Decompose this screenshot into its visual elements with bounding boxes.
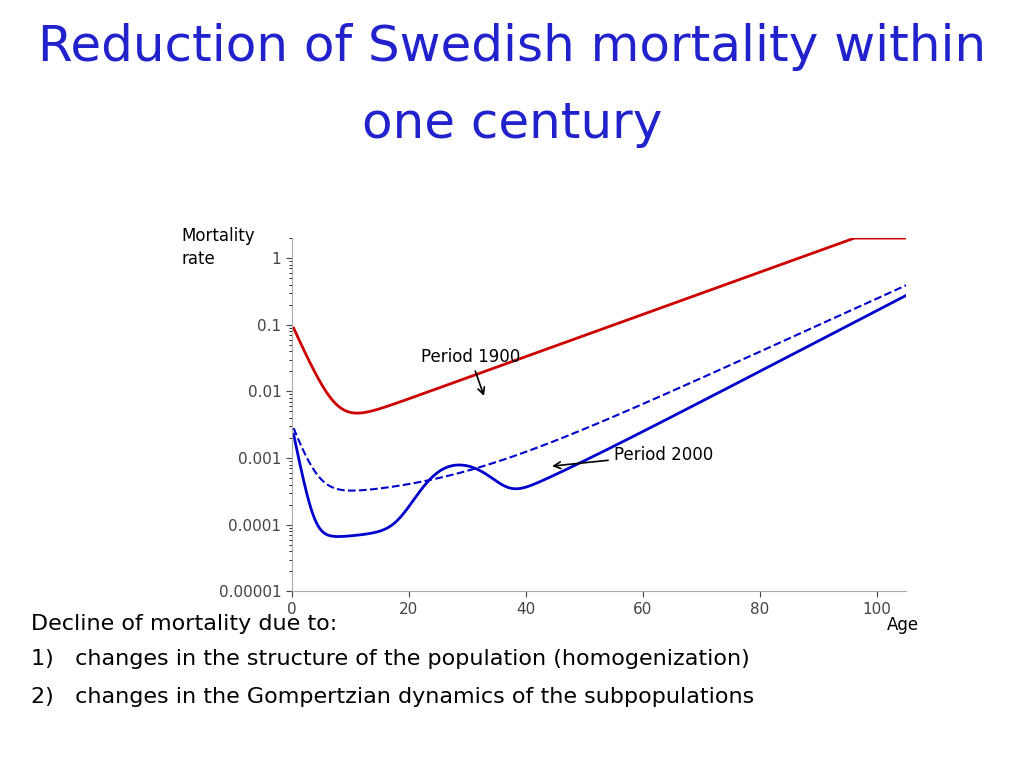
Text: Reduction of Swedish mortality within: Reduction of Swedish mortality within: [38, 23, 986, 71]
Text: Decline of mortality due to:: Decline of mortality due to:: [31, 614, 337, 634]
Text: Age: Age: [887, 616, 919, 634]
Text: one century: one century: [361, 100, 663, 148]
Text: Period 1900: Period 1900: [421, 348, 520, 394]
Text: Period 2000: Period 2000: [554, 445, 713, 468]
Text: 1)   changes in the structure of the population (homogenization): 1) changes in the structure of the popul…: [31, 649, 750, 669]
Text: Mortality
rate: Mortality rate: [181, 227, 255, 268]
Text: 2)   changes in the Gompertzian dynamics of the subpopulations: 2) changes in the Gompertzian dynamics o…: [31, 687, 754, 707]
